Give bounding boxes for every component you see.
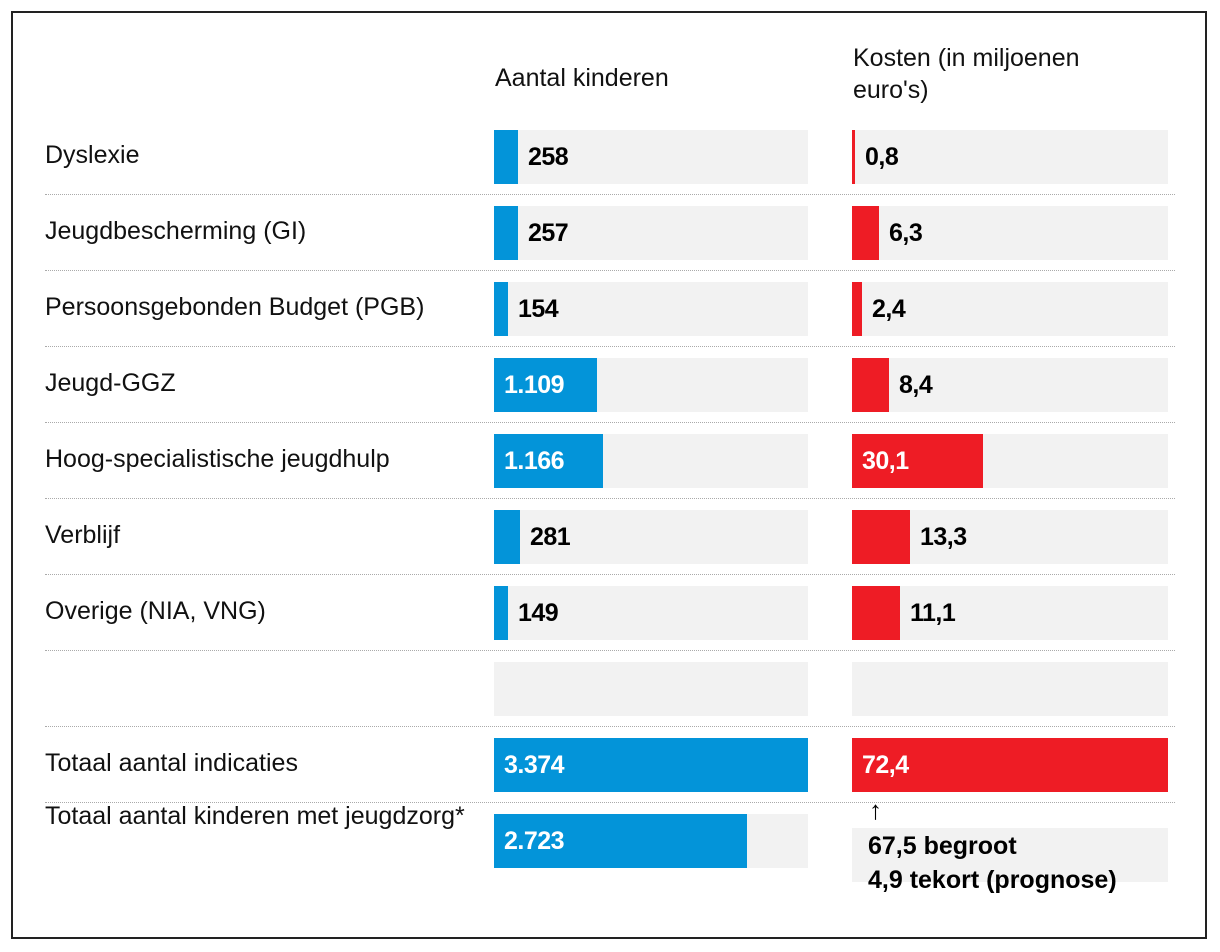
bar-track-kinderen (494, 662, 808, 716)
value-label-kosten: 30,1 (862, 447, 909, 475)
bar-track-kinderen (494, 282, 808, 336)
row-divider (45, 422, 1175, 423)
value-label-kosten: 0,8 (865, 143, 899, 171)
value-label-kinderen: 2.723 (504, 827, 565, 855)
value-label-kinderen: 149 (518, 599, 559, 627)
annotation-tekort: 4,9 tekort (prognose) (868, 866, 1117, 894)
value-label-kinderen: 257 (528, 219, 569, 247)
bar-track-kinderen (494, 130, 808, 184)
value-label-kinderen: 1.166 (504, 447, 565, 475)
bar-kosten (852, 282, 862, 336)
value-label-kosten: 6,3 (889, 219, 923, 247)
row-label: Overige (NIA, VNG) (45, 597, 266, 625)
value-label-kosten: 11,1 (910, 599, 956, 627)
value-label-kinderen: 258 (528, 143, 569, 171)
bar-track-kinderen (494, 510, 808, 564)
bar-track-kinderen (494, 206, 808, 260)
bar-kosten (852, 358, 889, 412)
bar-kinderen (494, 206, 518, 260)
bar-kosten (852, 738, 1168, 792)
row-divider (45, 498, 1175, 499)
row-label: Jeugdbescherming (GI) (45, 217, 307, 245)
bar-kosten (852, 510, 910, 564)
value-label-kosten: 2,4 (872, 295, 906, 323)
value-label-kinderen: 154 (518, 295, 559, 323)
row-label: Hoog-specialistische jeugdhulp (45, 445, 390, 473)
row-label: Totaal aantal indicaties (45, 749, 298, 777)
bar-kosten (852, 130, 855, 184)
bar-kinderen (494, 282, 508, 336)
bar-kinderen (494, 738, 808, 792)
bar-track-kosten (852, 828, 1168, 882)
annotation-begroot: 67,5 begroot (868, 832, 1017, 860)
value-label-kinderen: 3.374 (504, 751, 565, 779)
row-label: Totaal aantal kinderen met jeugdzorg* (45, 802, 465, 830)
value-label-kosten: 72,4 (862, 751, 909, 779)
bar-track-kosten (852, 662, 1168, 716)
bar-kinderen (494, 358, 597, 412)
row-divider (45, 650, 1175, 651)
row-divider (45, 270, 1175, 271)
bar-kosten (852, 206, 879, 260)
value-label-kinderen: 281 (530, 523, 571, 551)
row-label: Persoonsgebonden Budget (PGB) (45, 293, 425, 321)
bar-kinderen (494, 814, 747, 868)
value-label-kinderen: 1.109 (504, 371, 565, 399)
row-label: Jeugd-GGZ (45, 369, 176, 397)
bar-track-kosten (852, 130, 1168, 184)
header-aantal-kinderen: Aantal kinderen (495, 64, 669, 92)
bar-track-kosten (852, 206, 1168, 260)
value-label-kosten: 8,4 (899, 371, 933, 399)
row-label: Dyslexie (45, 141, 140, 169)
bar-kinderen (494, 434, 603, 488)
bar-track-kosten (852, 358, 1168, 412)
row-divider (45, 726, 1175, 727)
bar-kinderen (494, 586, 508, 640)
row-divider (45, 802, 1175, 803)
bar-kinderen (494, 130, 518, 184)
bar-track-kinderen (494, 586, 808, 640)
row-divider (45, 194, 1175, 195)
arrow-up-icon: ↑ (869, 795, 882, 825)
row-divider (45, 574, 1175, 575)
header-kosten: Kosten (in miljoenen euro's) (853, 44, 1080, 104)
row-divider (45, 346, 1175, 347)
bar-kosten (852, 434, 983, 488)
bar-track-kosten (852, 586, 1168, 640)
row-label: Verblijf (45, 521, 121, 549)
bar-track-kosten (852, 282, 1168, 336)
bar-kosten (852, 586, 900, 640)
value-label-kosten: 13,3 (920, 523, 967, 551)
bar-kinderen (494, 510, 520, 564)
